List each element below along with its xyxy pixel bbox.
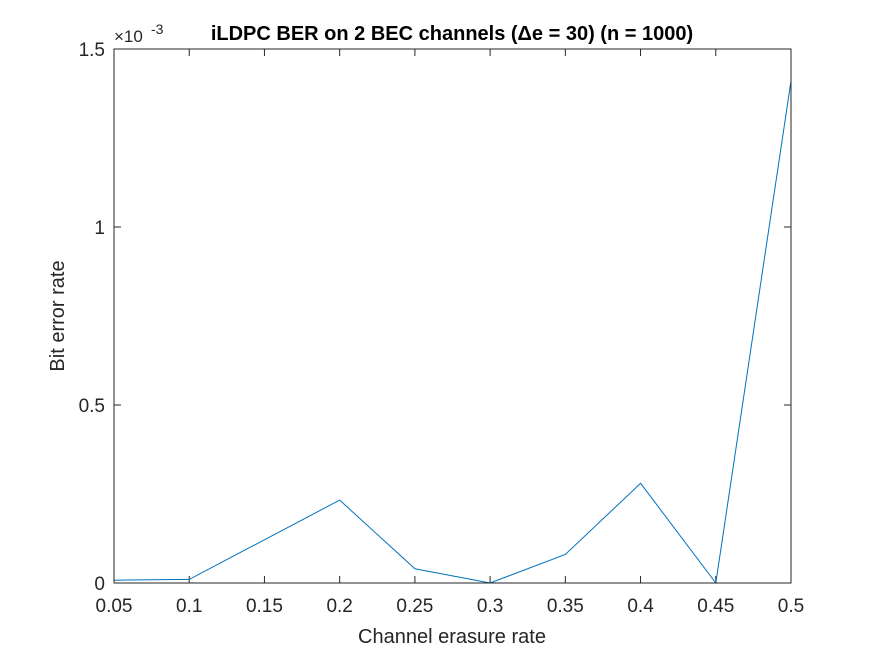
x-tick-label: 0.5 bbox=[778, 596, 804, 617]
x-tick-label: 0.45 bbox=[697, 596, 734, 617]
chart-title: iLDPC BER on 2 BEC channels (Δe = 30) (n… bbox=[211, 23, 693, 45]
y-exponent-power: -3 bbox=[151, 21, 164, 37]
y-exponent-base: ×10 bbox=[114, 27, 143, 46]
y-tick-label: 1 bbox=[94, 218, 105, 239]
x-tick-label: 0.2 bbox=[326, 596, 352, 617]
x-tick-label: 0.1 bbox=[176, 596, 202, 617]
x-tick-label: 0.25 bbox=[396, 596, 433, 617]
axes-box bbox=[113, 48, 792, 584]
y-axis-label: Bit error rate bbox=[47, 260, 69, 371]
x-axis-ticks: 0.05 0.1 0.15 0.2 0.25 0.3 0.35 0.4 0.45 0.5 bbox=[96, 49, 804, 617]
y-tick-label: 0.5 bbox=[79, 396, 105, 417]
x-tick-label: 0.4 bbox=[627, 596, 654, 617]
x-tick-label: 0.3 bbox=[477, 596, 503, 617]
x-tick-label: 0.05 bbox=[96, 596, 133, 617]
x-tick-label: 0.35 bbox=[547, 596, 584, 617]
y-tick-label: 1.5 bbox=[79, 40, 105, 61]
x-tick-label: 0.15 bbox=[246, 596, 283, 617]
plot-area bbox=[114, 49, 791, 583]
x-axis-label: Channel erasure rate bbox=[358, 626, 546, 648]
y-tick-label: 0 bbox=[94, 574, 105, 595]
